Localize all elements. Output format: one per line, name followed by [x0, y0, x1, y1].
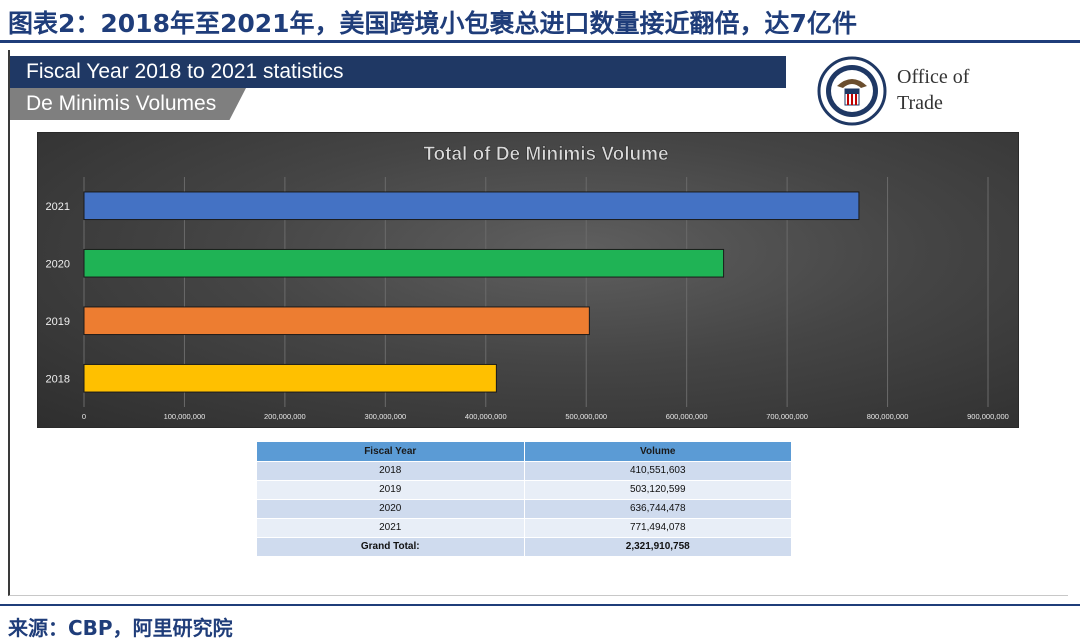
x-tick-label: 600,000,000 — [666, 412, 708, 421]
table-header-row: Fiscal Year Volume — [257, 442, 791, 461]
slide-frame — [8, 50, 1068, 596]
x-tick-label: 200,000,000 — [264, 412, 306, 421]
x-tick-label: 700,000,000 — [766, 412, 808, 421]
title-underline — [0, 40, 1080, 43]
x-tick-label: 800,000,000 — [867, 412, 909, 421]
table-total-row: Grand Total: 2,321,910,758 — [257, 536, 791, 556]
header-fiscal-year: Fiscal Year — [257, 442, 525, 461]
slide-subbanner: De Minimis Volumes — [10, 88, 246, 120]
logo-line-2: Trade — [897, 92, 943, 114]
source-note: 来源：CBP，阿里研究院 — [8, 616, 233, 640]
bar-2018 — [83, 363, 497, 393]
logo-line-1: Office of — [897, 66, 970, 88]
cell-total-volume: 2,321,910,758 — [524, 536, 791, 556]
table-row: 2020 636,744,478 — [257, 498, 791, 518]
cell-volume: 410,551,603 — [524, 460, 791, 480]
chart-title: Total of De Minimis Volume — [423, 144, 668, 165]
x-tick-label: 300,000,000 — [364, 412, 406, 421]
x-tick-label: 100,000,000 — [164, 412, 206, 421]
y-tick-label: 2020 — [46, 258, 70, 270]
cell-year: 2019 — [257, 479, 525, 499]
bar-2020 — [83, 248, 725, 278]
source-rule — [0, 604, 1080, 606]
bar-2019 — [83, 306, 590, 336]
cell-year: 2021 — [257, 517, 525, 537]
bar-chart: Total of De Minimis Volume 0 100,000,000 20… — [37, 132, 1019, 428]
figure-title: 图表2：2018年至2021年，美国跨境小包裹总进口数量接近翻倍，达7亿件 — [8, 9, 857, 38]
table-row: 2021 771,494,078 — [257, 517, 791, 537]
y-tick-label: 2018 — [46, 373, 70, 385]
y-tick-label: 2021 — [46, 201, 70, 213]
office-of-trade-logo: Office of Trade — [897, 64, 1037, 116]
volume-table: Fiscal Year Volume 2018 410,551,603 2019… — [257, 442, 791, 556]
x-tick-label: 0 — [82, 412, 86, 421]
cell-total-label: Grand Total: — [257, 536, 525, 556]
slide-banner: Fiscal Year 2018 to 2021 statistics — [10, 56, 786, 88]
x-tick-label: 900,000,000 — [967, 412, 1009, 421]
y-tick-label: 2019 — [46, 316, 70, 328]
x-tick-label: 500,000,000 — [565, 412, 607, 421]
cell-volume: 503,120,599 — [524, 479, 791, 499]
bar-2021 — [83, 191, 860, 221]
bar-chart-svg: Total of De Minimis Volume 0 100,000,000 20… — [46, 144, 1009, 421]
cell-volume: 771,494,078 — [524, 517, 791, 537]
table-row: 2018 410,551,603 — [257, 460, 791, 480]
cbp-seal-icon — [817, 56, 887, 126]
cell-year: 2020 — [257, 498, 525, 518]
table-row: 2019 503,120,599 — [257, 479, 791, 499]
cell-volume: 636,744,478 — [524, 498, 791, 518]
x-tick-label: 400,000,000 — [465, 412, 507, 421]
cell-year: 2018 — [257, 460, 525, 480]
header-volume: Volume — [524, 442, 791, 461]
